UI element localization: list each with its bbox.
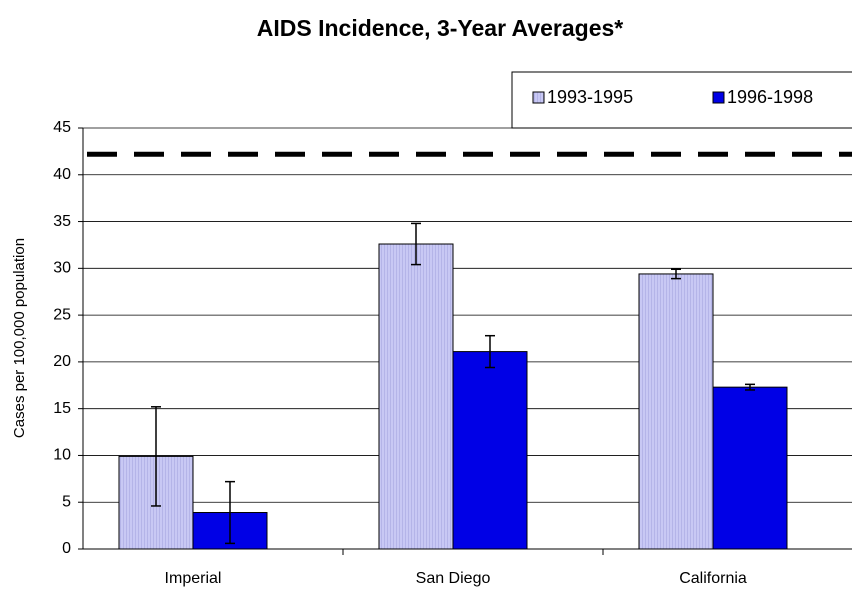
legend-swatch	[712, 91, 725, 104]
legend-box	[511, 71, 852, 129]
error-bar	[411, 222, 421, 266]
y-tick-label: 0	[62, 540, 71, 557]
chart-title: AIDS Incidence, 3-Year Averages*	[257, 15, 624, 41]
bar	[712, 386, 788, 550]
x-tick-label: California	[679, 570, 747, 587]
y-tick-label: 15	[53, 400, 71, 417]
error-bar	[671, 268, 681, 280]
bar	[378, 243, 454, 550]
bar	[452, 351, 528, 550]
x-tick-label: Imperial	[165, 570, 222, 587]
error-bar	[225, 480, 235, 545]
y-axis-label: Cases per 100,000 population	[11, 238, 28, 438]
error-bar	[485, 334, 495, 369]
y-tick-label: 5	[62, 493, 71, 510]
legend-swatch	[532, 91, 545, 104]
y-tick-label: 40	[53, 166, 71, 183]
y-tick-label: 20	[53, 353, 71, 370]
y-tick-label: 25	[53, 306, 71, 323]
legend-label: 1993-1995	[547, 87, 633, 107]
error-bar	[151, 406, 161, 507]
x-tick-label: San Diego	[416, 570, 491, 587]
error-bar	[745, 383, 755, 391]
y-tick-label: 35	[53, 213, 71, 230]
y-tick-label: 30	[53, 260, 71, 277]
y-tick-label: 10	[53, 447, 71, 464]
legend-label: 1996-1998	[727, 87, 813, 107]
y-tick-label: 45	[53, 119, 71, 136]
bar	[638, 273, 714, 550]
